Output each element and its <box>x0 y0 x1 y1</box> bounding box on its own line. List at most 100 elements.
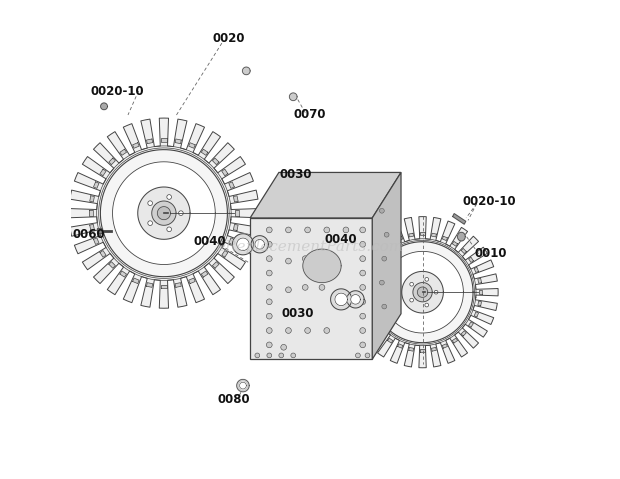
Text: 0030: 0030 <box>281 307 314 320</box>
Circle shape <box>360 285 366 290</box>
Polygon shape <box>442 236 448 240</box>
Circle shape <box>305 227 311 233</box>
Circle shape <box>267 299 272 305</box>
Polygon shape <box>347 291 364 308</box>
Polygon shape <box>133 143 139 148</box>
Polygon shape <box>474 312 479 317</box>
Polygon shape <box>69 118 259 308</box>
Text: 0040: 0040 <box>193 235 226 249</box>
Polygon shape <box>100 103 107 110</box>
Circle shape <box>267 328 272 333</box>
Text: 0030: 0030 <box>280 168 312 182</box>
Circle shape <box>267 256 272 262</box>
Circle shape <box>267 353 272 358</box>
Circle shape <box>360 227 366 233</box>
Circle shape <box>267 270 272 276</box>
Circle shape <box>324 328 330 333</box>
Circle shape <box>179 211 184 216</box>
Polygon shape <box>157 206 170 220</box>
Polygon shape <box>236 210 239 216</box>
Polygon shape <box>188 143 195 148</box>
Polygon shape <box>330 289 352 310</box>
Polygon shape <box>402 272 443 313</box>
Polygon shape <box>222 169 228 176</box>
Circle shape <box>267 285 272 290</box>
Polygon shape <box>161 285 167 288</box>
Polygon shape <box>442 344 448 348</box>
Text: 0020: 0020 <box>212 32 245 45</box>
Circle shape <box>382 256 387 261</box>
Polygon shape <box>237 238 249 251</box>
Polygon shape <box>432 233 436 237</box>
Circle shape <box>267 313 272 319</box>
Circle shape <box>305 328 311 333</box>
Polygon shape <box>202 149 208 155</box>
Circle shape <box>360 256 366 262</box>
Polygon shape <box>366 312 371 317</box>
Polygon shape <box>388 241 393 246</box>
Polygon shape <box>229 238 234 244</box>
Circle shape <box>379 280 384 285</box>
Polygon shape <box>90 196 94 202</box>
Polygon shape <box>113 162 215 264</box>
Circle shape <box>286 227 291 233</box>
Circle shape <box>303 285 308 290</box>
Polygon shape <box>461 331 466 336</box>
Polygon shape <box>152 201 176 225</box>
Circle shape <box>291 353 296 358</box>
Polygon shape <box>453 214 466 224</box>
Polygon shape <box>420 232 425 236</box>
Polygon shape <box>366 267 371 273</box>
Polygon shape <box>478 301 482 306</box>
Polygon shape <box>100 149 228 277</box>
Polygon shape <box>379 249 384 253</box>
Polygon shape <box>242 67 250 75</box>
Polygon shape <box>363 278 367 283</box>
Polygon shape <box>100 169 106 176</box>
Polygon shape <box>120 149 126 155</box>
Polygon shape <box>161 138 167 142</box>
Circle shape <box>255 353 260 358</box>
Polygon shape <box>363 301 367 306</box>
Polygon shape <box>250 172 401 218</box>
Polygon shape <box>397 236 403 240</box>
Polygon shape <box>452 338 458 343</box>
Circle shape <box>286 287 291 293</box>
Polygon shape <box>397 344 403 348</box>
Circle shape <box>360 299 366 305</box>
Polygon shape <box>478 278 482 283</box>
Polygon shape <box>90 224 94 230</box>
Polygon shape <box>89 210 92 216</box>
Circle shape <box>279 353 284 358</box>
Circle shape <box>360 241 366 247</box>
Circle shape <box>360 342 366 348</box>
Polygon shape <box>213 158 219 165</box>
Polygon shape <box>409 233 414 237</box>
Circle shape <box>148 201 153 205</box>
Polygon shape <box>97 228 102 233</box>
Polygon shape <box>290 93 297 101</box>
Circle shape <box>343 227 349 233</box>
Polygon shape <box>417 287 428 297</box>
Polygon shape <box>479 290 482 295</box>
Polygon shape <box>347 217 498 368</box>
Polygon shape <box>379 331 384 336</box>
Polygon shape <box>469 257 474 262</box>
Text: eReplacementParts.com: eReplacementParts.com <box>216 240 404 254</box>
Polygon shape <box>372 257 376 262</box>
Circle shape <box>319 285 325 290</box>
Polygon shape <box>138 187 190 240</box>
Polygon shape <box>120 271 126 277</box>
Polygon shape <box>213 262 219 268</box>
Polygon shape <box>237 379 249 392</box>
Circle shape <box>382 304 387 309</box>
Circle shape <box>267 227 272 233</box>
Circle shape <box>281 344 286 350</box>
Circle shape <box>355 353 360 358</box>
Polygon shape <box>255 240 265 249</box>
Polygon shape <box>232 234 254 255</box>
Polygon shape <box>202 271 208 277</box>
Circle shape <box>167 227 172 232</box>
Polygon shape <box>109 158 115 165</box>
Polygon shape <box>146 139 153 144</box>
